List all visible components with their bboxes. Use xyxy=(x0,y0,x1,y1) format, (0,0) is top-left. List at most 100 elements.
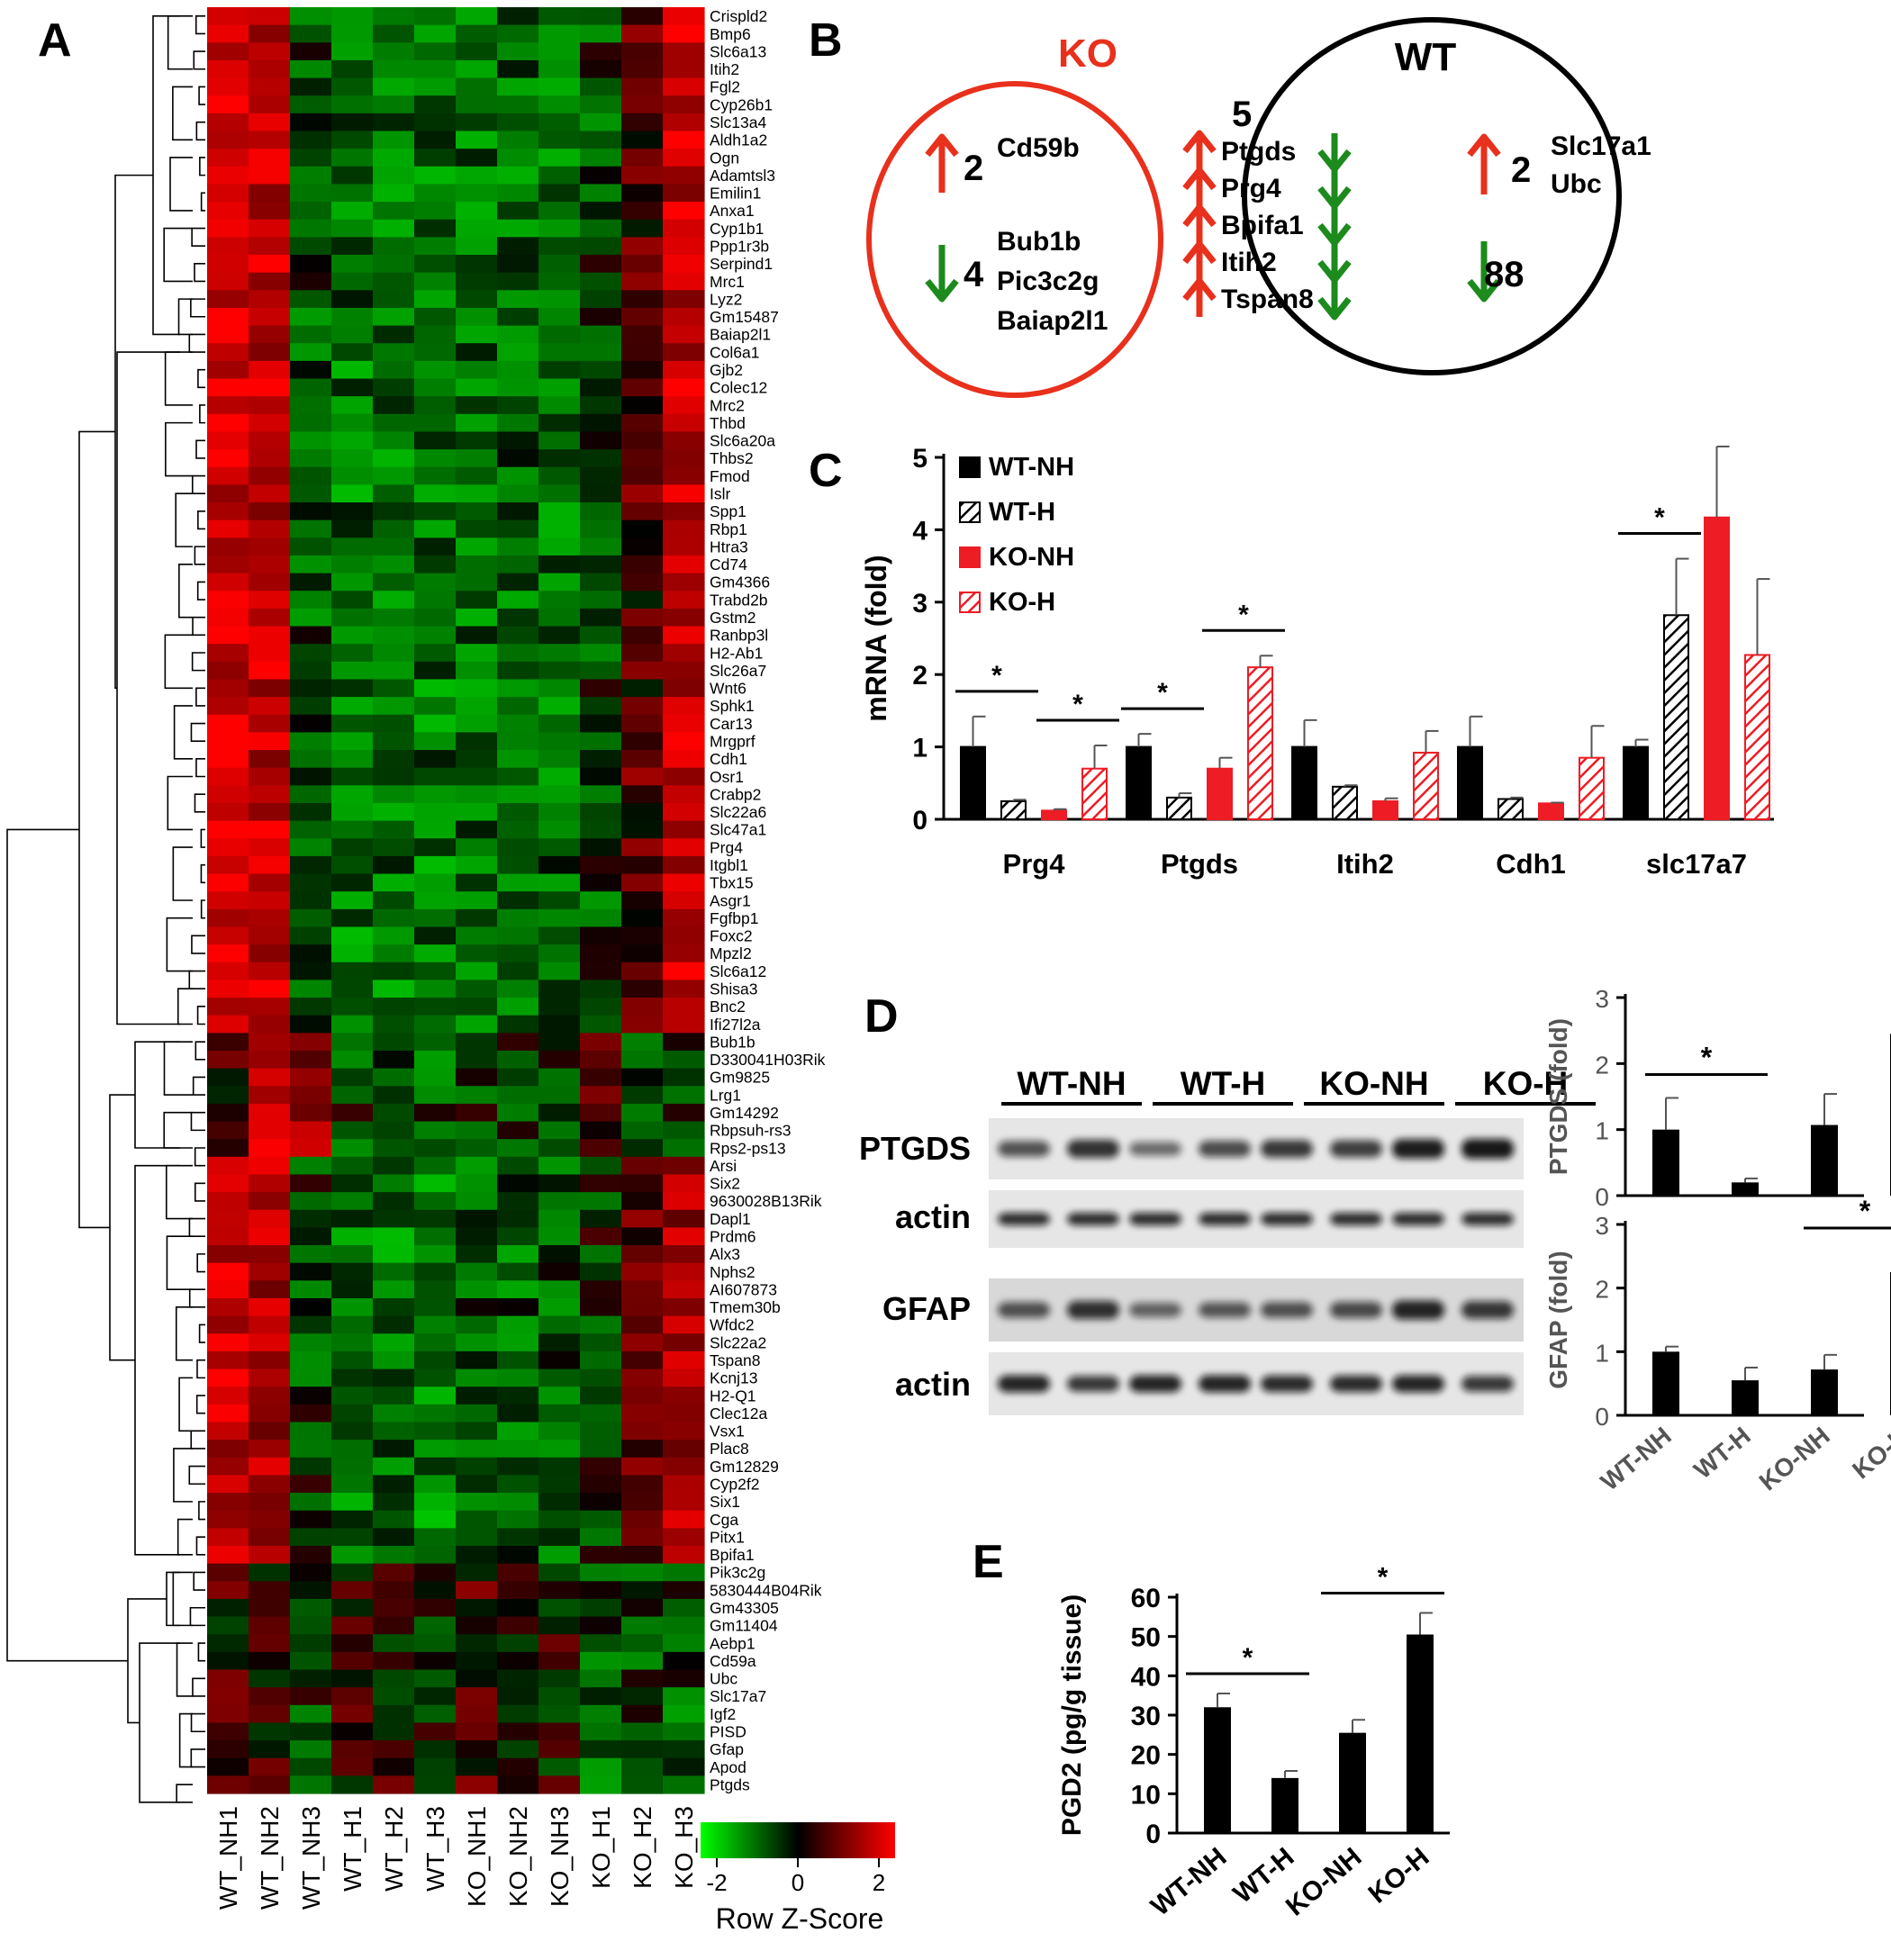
heatmap-cell xyxy=(249,1687,291,1706)
heatmap-cell xyxy=(497,42,539,61)
heatmap-cell xyxy=(290,1704,332,1724)
heatmap-dendrogram xyxy=(6,15,205,1803)
heatmap-cell xyxy=(373,255,415,274)
colorbar-tick: 2 xyxy=(873,1869,885,1896)
heatmap-cell xyxy=(456,1086,498,1105)
venn-ko-down-gene: Pic3c2g xyxy=(997,266,1099,296)
venn-wt-ellipse xyxy=(1242,17,1622,375)
heatmap-cell xyxy=(538,820,581,839)
heatmap-cell xyxy=(331,1086,374,1105)
heatmap-gene-label: Gstm2 xyxy=(710,609,756,627)
heatmap-cell xyxy=(290,1493,332,1512)
heatmap-cell xyxy=(538,1422,581,1441)
heatmap-gene-label: Prg4 xyxy=(710,838,743,856)
heatmap-cell xyxy=(621,1493,664,1512)
heatmap-cell xyxy=(373,785,415,804)
bar xyxy=(1271,1777,1298,1833)
heatmap-gene-label: Shisa3 xyxy=(710,980,758,998)
heatmap-cell xyxy=(456,1280,498,1299)
heatmap-gene-label: Mrc2 xyxy=(710,396,745,414)
heatmap-cell xyxy=(249,697,291,716)
dendrogram-branch xyxy=(166,1235,193,1290)
heatmap-cell xyxy=(373,591,415,610)
dendrogram-branch xyxy=(164,634,193,690)
heatmap-cell xyxy=(580,1156,622,1176)
heatmap-cell xyxy=(249,1598,291,1618)
heatmap-cell xyxy=(580,908,622,928)
heatmap-cell xyxy=(621,1581,664,1600)
dendrogram-branch xyxy=(152,15,180,336)
heatmap-cell xyxy=(290,360,332,380)
heatmap-cell xyxy=(249,855,291,875)
heatmap-cell xyxy=(663,1368,705,1387)
heatmap-cell xyxy=(414,785,457,804)
heatmap-cell xyxy=(331,131,374,149)
heatmap-cell xyxy=(538,484,581,503)
heatmap-cell xyxy=(207,1262,249,1281)
heatmap-cell xyxy=(497,1086,539,1105)
heatmap-gene-label: Slc6a13 xyxy=(710,42,766,60)
heatmap-cell xyxy=(414,149,457,167)
heatmap-cell xyxy=(538,1315,581,1334)
heatmap-cell xyxy=(621,1015,664,1034)
heatmap-cell xyxy=(621,307,664,327)
heatmap-cell xyxy=(290,1103,332,1123)
legend-swatch xyxy=(959,546,981,568)
heatmap-cell xyxy=(249,944,291,963)
dendrogram-branch xyxy=(166,917,193,972)
heatmap-cell xyxy=(621,1563,664,1582)
heatmap-gene-label: Spp1 xyxy=(710,502,746,520)
heatmap-cell xyxy=(373,908,415,928)
blot-band xyxy=(1261,1213,1313,1225)
heatmap-cell xyxy=(456,962,498,980)
heatmap-cell xyxy=(331,1740,374,1759)
heatmap-cell xyxy=(663,42,705,61)
heatmap-cell xyxy=(580,767,622,786)
heatmap-cell xyxy=(207,413,249,433)
heatmap-cell xyxy=(207,307,249,327)
heatmap-cell xyxy=(331,1422,374,1441)
heatmap-cell xyxy=(538,750,581,769)
heatmap-cell xyxy=(290,1598,332,1618)
heatmap-gene-label: Vsx1 xyxy=(710,1423,745,1441)
x-tick-label: Ptgds xyxy=(1161,848,1238,880)
heatmap-cell xyxy=(249,1616,291,1635)
heatmap-gene-label: Aebp1 xyxy=(710,1634,755,1652)
heatmap-cell xyxy=(290,7,332,26)
heatmap-cell xyxy=(373,1156,415,1176)
heatmap-cell xyxy=(497,1440,539,1459)
panel-label-b: B xyxy=(809,14,843,67)
y-tick-label: 50 xyxy=(1131,1623,1161,1653)
heatmap-cell xyxy=(373,962,415,980)
heatmap-cell xyxy=(663,519,705,538)
blot-band xyxy=(1129,1213,1181,1225)
heatmap-cell xyxy=(207,697,249,716)
heatmap-cell xyxy=(373,1333,415,1352)
blot-band xyxy=(998,1375,1050,1393)
heatmap-cell xyxy=(331,113,374,132)
heatmap-cell xyxy=(290,785,332,804)
heatmap-cell xyxy=(456,290,498,309)
heatmap-gene-label: Lyz2 xyxy=(710,290,742,308)
heatmap-cell xyxy=(373,131,415,149)
venn-diagram: KO WT 2 Cd59b 4 Bub1b Pic3c2g Baiap2l1 5… xyxy=(866,17,1651,398)
heatmap-cell xyxy=(497,255,539,274)
heatmap-cell xyxy=(290,1616,332,1635)
heatmap-cell xyxy=(373,1192,415,1211)
heatmap-cell xyxy=(663,591,705,610)
heatmap-cell xyxy=(456,272,498,291)
heatmap-cell xyxy=(580,1563,622,1582)
heatmap-cell xyxy=(207,555,249,574)
heatmap-cell xyxy=(290,980,332,998)
heatmap-cell xyxy=(456,1368,498,1387)
heatmap-cell xyxy=(249,237,291,256)
heatmap-cell xyxy=(663,537,705,556)
heatmap-cell xyxy=(580,1121,622,1140)
dendrogram-branch xyxy=(195,15,205,35)
heatmap-cell xyxy=(456,1598,498,1618)
heatmap-cell xyxy=(580,1033,622,1052)
heatmap-cell xyxy=(580,802,622,822)
heatmap-cell xyxy=(414,307,457,327)
heatmap-cell xyxy=(538,1634,581,1653)
heatmap-cell xyxy=(249,378,291,397)
